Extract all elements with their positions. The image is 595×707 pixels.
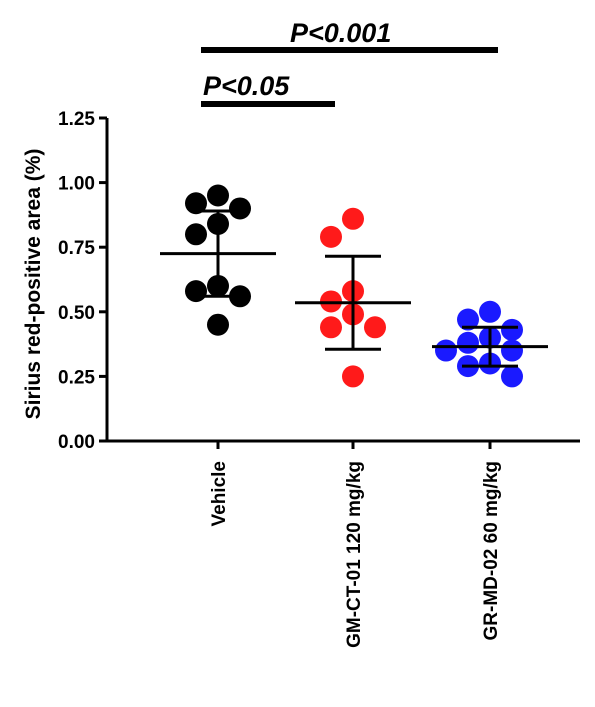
y-tick-label: 1.25 — [58, 109, 95, 130]
data-point — [207, 184, 229, 207]
data-point — [479, 300, 501, 323]
data-point — [435, 339, 457, 362]
category-labels: Vehicle GM-CT-01 120 mg/kg GR-MD-02 60 mg/… — [209, 441, 502, 648]
y-ticks: 0.00 0.25 0.50 0.75 1.00 1.25 — [58, 109, 107, 453]
data-point — [207, 313, 229, 336]
data-points — [185, 184, 523, 388]
data-point — [501, 339, 523, 362]
data-point — [457, 308, 479, 331]
data-point — [342, 365, 364, 388]
data-point — [185, 223, 207, 246]
mean-sd-bars — [160, 209, 548, 368]
data-point — [229, 197, 251, 220]
y-tick-label: 0.50 — [58, 303, 95, 324]
data-point — [342, 207, 364, 230]
axes — [105, 118, 580, 443]
y-tick-label: 0.75 — [58, 238, 95, 259]
data-point — [501, 365, 523, 388]
y-axis-title: Sirius red-positive area (%) — [22, 149, 45, 420]
data-point — [320, 225, 342, 248]
significance-annotations: P<0.05P<0.001 — [201, 18, 498, 107]
category-label: Vehicle — [209, 461, 230, 527]
data-point — [364, 316, 386, 339]
significance-label: P<0.05 — [203, 71, 290, 101]
data-point — [501, 318, 523, 341]
category-label: GM-CT-01 120 mg/kg — [344, 461, 365, 648]
data-point — [185, 280, 207, 303]
significance-label: P<0.001 — [290, 18, 391, 48]
y-tick-label: 0.00 — [58, 432, 95, 453]
data-point — [457, 331, 479, 354]
data-point — [320, 316, 342, 339]
category-label: GR-MD-02 60 mg/kg — [481, 461, 502, 640]
y-tick-label: 1.00 — [58, 174, 95, 195]
data-point — [185, 192, 207, 215]
y-tick-label: 0.25 — [58, 367, 95, 388]
